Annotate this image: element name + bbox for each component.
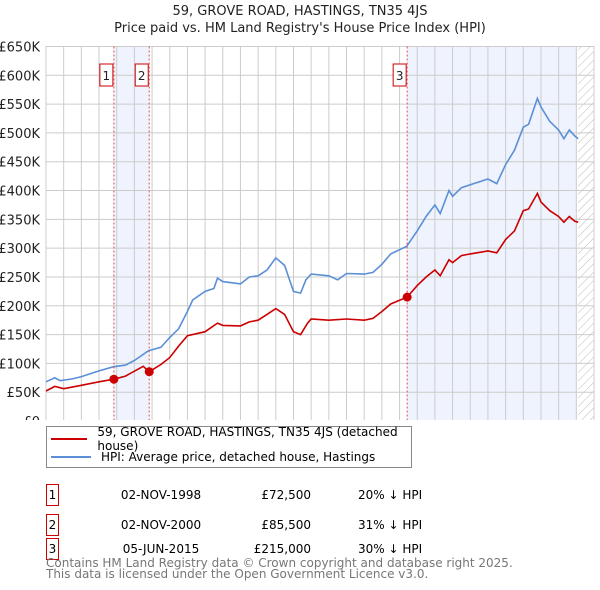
- legend-item-property: 59, GROVE ROAD, HASTINGS, TN35 4JS (deta…: [51, 425, 411, 453]
- footer-licence: This data is licensed under the Open Gov…: [46, 567, 429, 581]
- transaction-hpi-diff: 30% ↓ HPI: [358, 542, 423, 556]
- legend-label-property: 59, GROVE ROAD, HASTINGS, TN35 4JS (deta…: [97, 425, 398, 453]
- transaction-row: 1 02-NOV-1998 £72,500 20% ↓ HPI: [46, 484, 446, 508]
- sale-point: [402, 292, 412, 302]
- transaction-price: £85,500: [261, 518, 311, 532]
- sale-point: [109, 374, 119, 384]
- footer-copyright: Contains HM Land Registry data © Crown c…: [46, 556, 513, 570]
- chart-subtitle: Price paid vs. HM Land Registry's House …: [114, 21, 486, 36]
- transaction-row: 2 02-NOV-2000 £85,500 31% ↓ HPI: [46, 514, 446, 538]
- y-tick-label: £0: [23, 415, 40, 420]
- y-tick-label: £500K: [0, 127, 40, 142]
- sale-point: [144, 367, 154, 377]
- legend: 59, GROVE ROAD, HASTINGS, TN35 4JS (deta…: [46, 425, 412, 468]
- sale-badge: [134, 63, 149, 87]
- y-tick-label: £400K: [0, 185, 40, 200]
- transaction-date: 02-NOV-2000: [120, 518, 202, 532]
- plot-frame: [45, 46, 595, 420]
- chart-title: 59, GROVE ROAD, HASTINGS, TN35 4JS: [172, 4, 428, 19]
- sale-badge-label: 2: [138, 69, 146, 83]
- shaded-period: [407, 46, 577, 420]
- transaction-date: 05-JUN-2015: [122, 542, 200, 556]
- y-tick-label: £350K: [0, 213, 40, 228]
- price-chart: £0 £50K £100K £150K £200K £250K £300K £350K £400…: [0, 41, 595, 420]
- y-tick-label: £300K: [0, 242, 40, 257]
- y-tick-label: £100K: [0, 357, 40, 372]
- y-tick-label: £200K: [0, 300, 40, 315]
- transaction-price: £215,000: [253, 542, 311, 556]
- transaction-badge: 2: [46, 514, 59, 536]
- y-tick-label: £250K: [0, 271, 40, 286]
- legend-label-hpi: HPI: Average price, detached house, Hast…: [101, 450, 376, 464]
- transaction-price: £72,500: [261, 488, 311, 502]
- transaction-row: 3 05-JUN-2015 £215,000 30% ↓ HPI: [46, 538, 446, 562]
- hpi-line: [45, 96, 579, 383]
- property-price-line: [45, 191, 579, 392]
- sale-badge: [392, 63, 407, 87]
- red-line-swatch: [51, 438, 88, 440]
- transaction-badge: 1: [46, 484, 59, 506]
- forecast-hatch: [578, 46, 594, 420]
- y-tick-label: £450K: [0, 156, 40, 171]
- y-tick-label: £50K: [7, 386, 41, 401]
- y-tick-label: £550K: [0, 98, 40, 113]
- transaction-hpi-diff: 20% ↓ HPI: [358, 488, 423, 502]
- sale-badge: [99, 63, 114, 87]
- transaction-badge: 3: [46, 538, 59, 560]
- blue-line-swatch: [51, 456, 91, 458]
- transaction-hpi-diff: 31% ↓ HPI: [358, 518, 423, 532]
- y-tick-label: £600K: [0, 69, 40, 84]
- transaction-date: 02-NOV-1998: [120, 488, 202, 502]
- sale-badge-label: 1: [103, 69, 111, 83]
- shaded-period: [113, 46, 150, 420]
- footer: Contains HM Land Registry data © Crown c…: [46, 556, 513, 581]
- legend-item-hpi: HPI: Average price, detached house, Hast…: [51, 449, 375, 465]
- y-tick-label: £150K: [0, 329, 40, 344]
- y-tick-label: £650K: [0, 41, 40, 56]
- sale-badge-label: 3: [396, 69, 404, 83]
